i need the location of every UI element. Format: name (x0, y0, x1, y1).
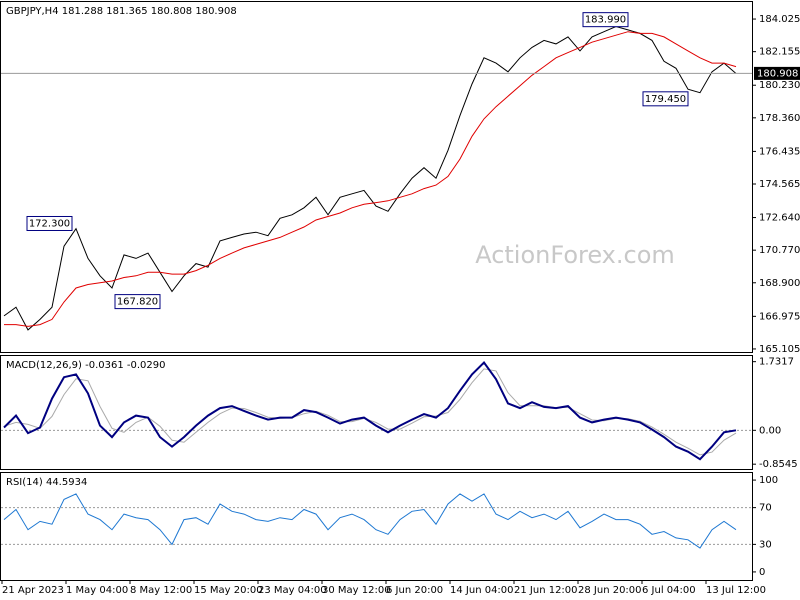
series-line (3, 25, 737, 331)
series-line (4, 31, 737, 327)
annotation-label: 172.300 (29, 218, 70, 229)
y-tick-label: 170.770 (759, 245, 800, 256)
x-tick-label: 6 Jul 04:00 (642, 585, 696, 596)
x-tick-label: 14 Jun 04:00 (450, 585, 514, 596)
last-price-label: 180.908 (757, 68, 798, 79)
y-tick-label: 184.025 (759, 14, 800, 25)
y-tick-label: 70 (759, 503, 772, 514)
y-tick-label: -0.8545 (759, 459, 798, 470)
x-tick-label: 21 Jun 12:00 (514, 585, 578, 596)
last-price-box (754, 66, 800, 80)
x-tick-label: 21 Apr 2023 (2, 585, 64, 596)
panel-title: RSI(14) 44.5934 (6, 477, 87, 488)
y-tick-label: 30 (759, 539, 772, 550)
annotation-box (582, 12, 629, 28)
x-tick-label: 8 May 12:00 (130, 585, 192, 596)
x-tick-label: 30 May 12:00 (322, 585, 391, 596)
annotation-label: 183.990 (585, 15, 626, 26)
panel-frame (0, 1, 753, 353)
annotation-label: 167.820 (117, 297, 158, 308)
panel-frame (0, 472, 753, 581)
series-line (3, 493, 737, 549)
y-tick-label: 176.435 (759, 146, 800, 157)
x-tick-label: 13 Jul 12:00 (706, 585, 766, 596)
y-tick-label: 0.00 (759, 425, 781, 436)
y-tick-label: 178.360 (759, 113, 800, 124)
panel-title: MACD(12,26,9) -0.0361 -0.0290 (6, 360, 166, 371)
y-tick-label: 165.105 (759, 344, 800, 355)
series-line (3, 360, 737, 461)
y-tick-label: 1.7317 (759, 357, 794, 368)
y-tick-label: 168.900 (759, 278, 800, 289)
y-tick-label: 172.640 (759, 213, 800, 224)
y-tick-label: 166.975 (759, 311, 800, 322)
panel-title: GBPJPY,H4 181.288 181.365 180.808 180.90… (6, 6, 237, 17)
y-tick-label: 0 (759, 567, 765, 578)
annotation-box (642, 91, 689, 107)
y-tick-label: 180.230 (759, 80, 800, 91)
x-tick-label: 6 Jun 20:00 (386, 585, 443, 596)
x-tick-label: 28 Jun 20:00 (578, 585, 642, 596)
panel-frame (0, 355, 753, 470)
y-tick-label: 100 (759, 475, 778, 486)
watermark: ActionForex.com (475, 241, 675, 269)
annotation-box (26, 215, 73, 231)
x-tick-label: 1 May 04:00 (66, 585, 128, 596)
series-line (3, 368, 737, 456)
y-tick-label: 182.155 (759, 47, 800, 58)
x-tick-label: 15 May 20:00 (194, 585, 263, 596)
x-tick-label: 23 May 04:00 (258, 585, 327, 596)
y-tick-label: 174.565 (759, 179, 800, 190)
annotation-box (114, 294, 161, 310)
annotation-label: 179.450 (645, 94, 686, 105)
